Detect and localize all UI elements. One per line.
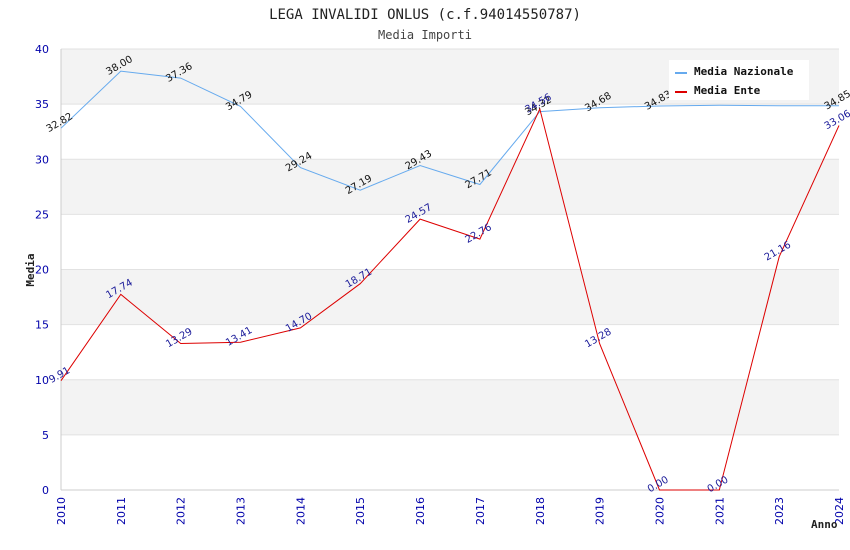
x-axis-title: Anno (811, 518, 838, 531)
grid-band (61, 269, 839, 325)
y-axis-title: Media (24, 253, 37, 286)
x-tick-label: 2021 (713, 497, 726, 525)
x-tick-label: 2013 (235, 497, 248, 525)
grid-band (61, 214, 839, 270)
y-tick-label: 20 (35, 264, 49, 277)
y-tick-label: 0 (42, 484, 49, 497)
x-tick-label: 2017 (474, 497, 487, 525)
x-tick-label: 2024 (833, 497, 846, 525)
x-tick-label: 2015 (354, 497, 367, 525)
grid-band (61, 104, 839, 160)
x-tick-label: 2020 (653, 497, 666, 525)
legend-label-nazionale: Media Nazionale (694, 65, 794, 78)
legend-label-ente: Media Ente (694, 84, 761, 97)
x-tick-label: 2019 (594, 497, 607, 525)
legend-box (669, 60, 809, 100)
x-tick-label: 2012 (175, 497, 188, 525)
x-tick-label: 2023 (773, 497, 786, 525)
x-tick-label: 2014 (294, 497, 307, 525)
y-tick-label: 40 (35, 43, 49, 56)
x-tick-label: 2010 (55, 497, 68, 525)
chart-title: LEGA INVALIDI ONLUS (c.f.94014550787) (269, 7, 581, 23)
legend: Media Nazionale Media Ente (669, 60, 809, 100)
y-tick-label: 35 (35, 98, 49, 111)
x-tick-labels: 2010 2011 2012 2013 2014 2015 2016 2017 2018 2019… (55, 497, 846, 525)
y-tick-label: 5 (42, 429, 49, 442)
grid-band (61, 324, 839, 380)
series-lines (60, 70, 840, 491)
x-tick-label: 2011 (115, 497, 128, 525)
y-tick-label: 15 (35, 319, 49, 332)
x-tick-label: 2016 (414, 497, 427, 525)
grid-band (61, 434, 839, 490)
series-line-nazionale (60, 70, 839, 191)
plot-background-bands (61, 49, 839, 490)
y-tick-label: 10 (35, 374, 49, 387)
series-line-ente (60, 107, 840, 491)
grid-band (61, 379, 839, 435)
x-tick-label: 2018 (534, 497, 547, 525)
y-tick-label: 25 (35, 208, 49, 221)
chart-subtitle: Media Importi (378, 28, 472, 42)
y-tick-labels: 0 5 10 15 20 25 30 35 40 (35, 43, 49, 497)
y-tick-label: 30 (35, 153, 49, 166)
grid-band (61, 159, 839, 215)
